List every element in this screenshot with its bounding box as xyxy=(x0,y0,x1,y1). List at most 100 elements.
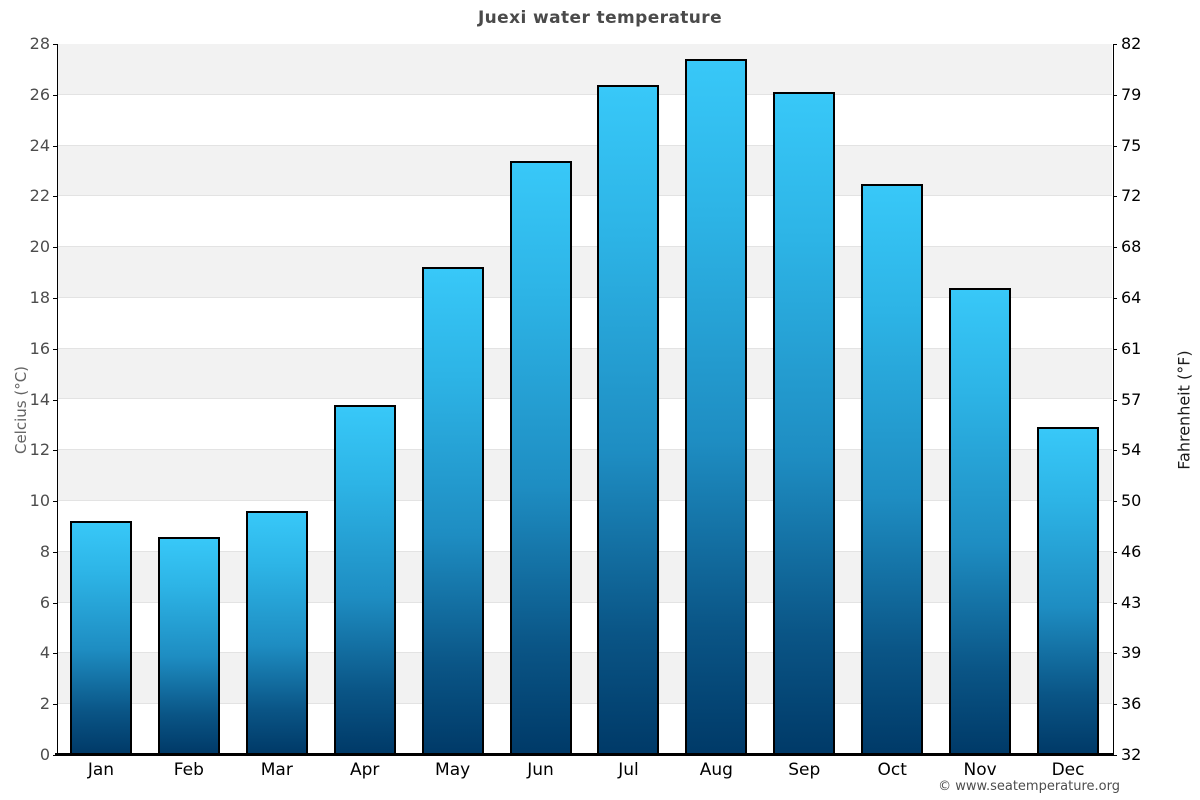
y-tickmark-right xyxy=(1113,551,1117,553)
y-tickmark-left xyxy=(53,399,57,401)
plot-band xyxy=(57,551,1112,603)
y-tickmark-left xyxy=(53,501,57,503)
y-tickmark-right xyxy=(1113,44,1117,45)
y-tickmark-left xyxy=(53,145,57,147)
y-axis-tick-fahrenheit: 32 xyxy=(1121,745,1142,764)
y-tickmark-left xyxy=(53,297,57,299)
y-tickmark-right xyxy=(1113,653,1117,655)
y-axis-tick-celsius: 28 xyxy=(29,34,50,53)
y-tickmark-left xyxy=(53,348,57,350)
y-tickmark-left xyxy=(53,551,57,553)
y-axis-tick-celsius: 12 xyxy=(29,440,50,460)
plot-band xyxy=(57,348,1112,400)
plot-band xyxy=(57,247,1112,298)
y-axis-tick-celsius: 16 xyxy=(29,338,50,358)
y-axis-tick-celsius: 8 xyxy=(39,541,50,561)
x-axis-tick-month: Oct xyxy=(877,760,907,780)
plot-band xyxy=(57,501,1112,552)
bar-oct xyxy=(861,183,924,755)
y-tickmark-left xyxy=(53,247,57,249)
y-axis-tick-fahrenheit: 39 xyxy=(1121,643,1142,663)
y-axis-tick-celsius: 18 xyxy=(29,287,50,307)
y-axis-tick-fahrenheit: 64 xyxy=(1121,287,1142,307)
y-axis-tick-fahrenheit: 61 xyxy=(1121,338,1142,358)
y-axis-tick-fahrenheit: 46 xyxy=(1121,541,1142,561)
bar-sep xyxy=(773,92,836,755)
plot-band xyxy=(57,145,1112,197)
y-tickmark-left xyxy=(53,44,57,45)
plot-band xyxy=(57,450,1112,502)
bar-mar xyxy=(245,511,308,755)
y-axis-tick-fahrenheit: 72 xyxy=(1121,186,1142,206)
copyright-watermark: © www.seatemperature.org xyxy=(938,779,1120,794)
x-axis-tick-month: Apr xyxy=(349,760,380,780)
bar-jun xyxy=(509,160,572,755)
y-axis-tick-fahrenheit: 43 xyxy=(1121,592,1142,612)
x-axis-tick-month: May xyxy=(435,760,471,780)
y-tickmark-right xyxy=(1113,94,1117,96)
plot-band xyxy=(57,399,1112,451)
y-axis-tick-fahrenheit: 75 xyxy=(1121,135,1142,155)
plot-band xyxy=(57,44,1112,95)
x-axis-tick-month: Jul xyxy=(618,760,639,780)
y-axis-tick-fahrenheit: 36 xyxy=(1121,694,1142,714)
bar-aug xyxy=(685,59,748,755)
y-axis-tick-celsius: 24 xyxy=(29,135,50,155)
bar-jul xyxy=(597,84,660,755)
bar-apr xyxy=(333,404,396,755)
plot-band xyxy=(57,653,1112,705)
bar-dec xyxy=(1037,427,1100,755)
y-axis-tick-celsius: 4 xyxy=(39,643,50,663)
y-tickmark-right xyxy=(1113,399,1117,401)
y-tickmark-left xyxy=(53,602,57,604)
y-axis-tick-celsius: 22 xyxy=(29,186,50,206)
y-axis-tick-celsius: 10 xyxy=(29,491,50,511)
x-axis-tick-month: Sep xyxy=(788,760,821,780)
y-axis-tick-fahrenheit: 57 xyxy=(1121,389,1142,409)
x-axis-tick-month: Mar xyxy=(260,760,293,780)
plot-band xyxy=(57,602,1112,654)
y-tickmark-right xyxy=(1113,450,1117,452)
plot-band xyxy=(57,196,1112,248)
y-tickmark-left xyxy=(53,94,57,96)
y-axis-tick-celsius: 6 xyxy=(39,592,50,612)
y-tickmark-right xyxy=(1113,145,1117,147)
x-axis-tick-month: Nov xyxy=(963,760,997,780)
x-axis-tick-month: Feb xyxy=(173,760,204,780)
y-axis-tick-celsius: 14 xyxy=(29,389,50,409)
y-tickmark-right xyxy=(1113,704,1117,706)
y-tickmark-right xyxy=(1113,297,1117,299)
y-axis-tick-fahrenheit: 68 xyxy=(1121,237,1142,257)
x-axis-tick-month: Aug xyxy=(699,760,733,780)
y-axis-tick-fahrenheit: 79 xyxy=(1121,84,1142,104)
y-axis-tick-fahrenheit: 50 xyxy=(1121,491,1142,511)
bar-feb xyxy=(157,536,220,755)
x-axis-line xyxy=(55,753,1114,756)
y-tickmark-left xyxy=(53,196,57,198)
y-tickmark-left xyxy=(53,653,57,655)
y-tickmark-right xyxy=(1113,247,1117,249)
y-tickmark-left xyxy=(53,450,57,452)
y-tickmark-right xyxy=(1113,602,1117,604)
bar-jan xyxy=(69,521,132,755)
y-axis-tick-fahrenheit: 54 xyxy=(1121,440,1142,460)
y-tickmark-right xyxy=(1113,196,1117,198)
chart-title: Juexi water temperature xyxy=(477,8,723,28)
y-axis-tick-celsius: 20 xyxy=(29,237,50,257)
x-axis-tick-month: Jan xyxy=(87,760,115,780)
y-axis-tick-celsius: 2 xyxy=(39,694,50,714)
plot-band xyxy=(57,94,1112,146)
bar-nov xyxy=(949,287,1012,755)
y-tickmark-right xyxy=(1113,755,1117,756)
x-axis-tick-month: Jun xyxy=(527,760,554,780)
y-tickmark-right xyxy=(1113,348,1117,350)
y-axis-tick-celsius: 0 xyxy=(39,745,50,764)
x-axis-tick-month: Dec xyxy=(1051,760,1085,780)
plot-band xyxy=(57,297,1112,349)
y-tickmark-left xyxy=(53,704,57,706)
y-tickmark-right xyxy=(1113,501,1117,503)
y-axis-tick-fahrenheit: 82 xyxy=(1121,34,1142,53)
y-axis-tick-celsius: 26 xyxy=(29,84,50,104)
